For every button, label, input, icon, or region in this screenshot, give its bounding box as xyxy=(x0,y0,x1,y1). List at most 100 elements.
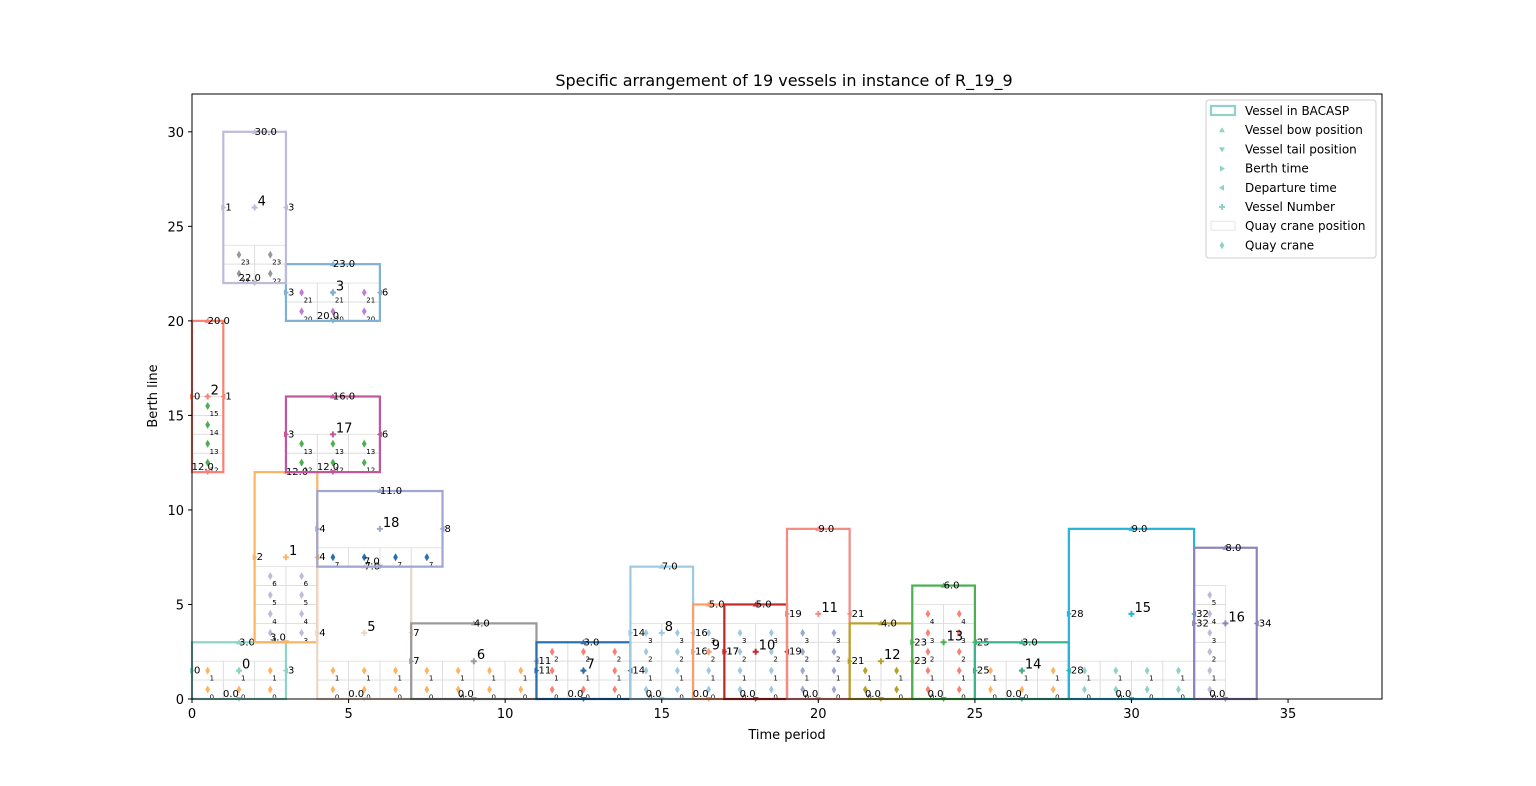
vessel-tail-label: 0.0 xyxy=(1115,689,1131,700)
crane-diamond xyxy=(205,666,211,675)
y-axis: 0 5 10 15 20 25 30 xyxy=(167,126,192,708)
crane-diamond xyxy=(267,666,273,675)
crane-index: 3 xyxy=(679,637,683,645)
vessel-end-marker xyxy=(376,289,382,296)
crane-diamond xyxy=(487,685,492,694)
crane-index: 5 xyxy=(272,599,276,607)
legend-label: Vessel Number xyxy=(1245,200,1335,214)
vessel-start-marker xyxy=(847,658,853,665)
crane-index: 1 xyxy=(993,675,997,683)
y-axis-label: Berth line xyxy=(146,364,161,427)
crane-index: 1 xyxy=(241,675,245,683)
x-tick-label: 15 xyxy=(653,707,670,722)
crane-index: 1 xyxy=(1024,675,1028,683)
x-axis: 0 5 10 15 20 25 30 35 xyxy=(188,699,1296,722)
vessel-start-label: 3 xyxy=(288,288,294,299)
crane-diamond xyxy=(361,439,367,448)
vessel-start-label: 17 xyxy=(726,647,739,658)
vessel-start-label: 2 xyxy=(257,552,263,563)
vessel-start-marker xyxy=(534,667,540,674)
crane-index: 0 xyxy=(523,694,527,702)
crane-diamond xyxy=(768,647,774,656)
crane-diamond xyxy=(205,439,211,448)
crane-diamond xyxy=(393,553,398,562)
crane-diamond xyxy=(361,666,367,675)
vessel-tail-marker xyxy=(204,470,211,476)
crane-index: 1 xyxy=(930,675,934,683)
crane-index: 1 xyxy=(398,675,402,683)
vessel-start-label: 32 xyxy=(1196,618,1209,629)
crane-index: 1 xyxy=(1118,675,1122,683)
vessel-bow-marker xyxy=(877,620,884,626)
plot-frame xyxy=(191,93,1383,700)
vessel-start-label: 25 xyxy=(977,666,990,677)
vessel-start-label: 14 xyxy=(632,628,645,639)
crane-diamond xyxy=(831,666,837,675)
vessel-number-label: 6 xyxy=(477,648,485,663)
vessel-start-marker xyxy=(1192,620,1198,627)
crane-index: 1 xyxy=(711,675,715,683)
crane-diamond xyxy=(706,628,712,637)
crane-index: 0 xyxy=(993,694,997,702)
crane-diamond xyxy=(956,685,962,694)
crane-index: 20 xyxy=(304,315,313,323)
vessel-bow-marker xyxy=(204,317,211,323)
vessel-bow-label: 4.0 xyxy=(474,618,490,629)
vessel-end-label: 16 xyxy=(695,628,708,639)
crane-diamond xyxy=(643,647,649,656)
crane-index: 2 xyxy=(585,656,589,664)
crane-diamond xyxy=(1113,666,1119,675)
vessel-start-label: 4 xyxy=(319,628,325,639)
crane-index: 1 xyxy=(429,675,433,683)
vessel-end-label: 28 xyxy=(1071,666,1084,677)
crane-index: 1 xyxy=(1087,675,1091,683)
crane-diamond xyxy=(393,666,398,675)
vessel-number-marker xyxy=(329,289,336,296)
vessel-tail-marker xyxy=(376,564,383,570)
crane-index: 0 xyxy=(585,694,589,702)
vessel-end-label: 8 xyxy=(445,524,451,535)
vessel-tail-marker xyxy=(251,281,258,287)
vessel-number-label: 5 xyxy=(367,620,375,635)
crane-diamond xyxy=(424,666,430,675)
legend-diamond-icon xyxy=(1219,241,1225,250)
x-tick-label: 0 xyxy=(188,707,196,722)
vessel-number-label: 14 xyxy=(1025,658,1042,673)
y-tick-label: 20 xyxy=(167,315,184,330)
crane-index: 20 xyxy=(335,315,344,323)
vessel-number-marker xyxy=(204,393,211,400)
crane-index: 1 xyxy=(1149,675,1153,683)
vessel-bow-marker xyxy=(752,601,759,607)
crane-diamond xyxy=(1207,609,1213,618)
crane-diamond xyxy=(1019,685,1025,694)
crane-diamond xyxy=(361,458,367,467)
vessel-end-label: 11 xyxy=(538,656,551,667)
x-tick-label: 10 xyxy=(497,707,514,722)
crane-index: 0 xyxy=(899,694,903,702)
crane-index: 0 xyxy=(1055,694,1059,702)
vessel-bow-marker xyxy=(1128,525,1135,531)
vessel-bow-label: 9.0 xyxy=(818,524,834,535)
crane-diamond xyxy=(706,685,712,694)
crane-diamond xyxy=(330,685,336,694)
crane-diamond xyxy=(267,250,273,259)
vessel-number-marker xyxy=(705,648,712,655)
crane-diamond xyxy=(361,553,367,562)
crane-diamond xyxy=(424,685,430,694)
vessel-number-label: 12 xyxy=(884,648,901,663)
crane-diamond xyxy=(831,647,837,656)
crane-diamond xyxy=(674,685,680,694)
crane-index: 2 xyxy=(773,656,777,664)
crane-index: 13 xyxy=(366,448,375,456)
crane-diamond xyxy=(236,269,242,278)
vessel-end-label: 17 xyxy=(726,647,739,658)
crane-diamond xyxy=(612,666,618,675)
vessel-number-marker xyxy=(752,648,759,655)
crane-index: 3 xyxy=(961,637,965,645)
crane-index: 4 xyxy=(1212,618,1217,626)
vessel-bow-marker xyxy=(1018,639,1025,645)
vessel-tail-label: 12.0 xyxy=(192,462,214,473)
crane-diamond xyxy=(299,609,305,618)
crane-diamond xyxy=(956,647,962,656)
vessel-bow-label: 3.0 xyxy=(239,637,255,648)
